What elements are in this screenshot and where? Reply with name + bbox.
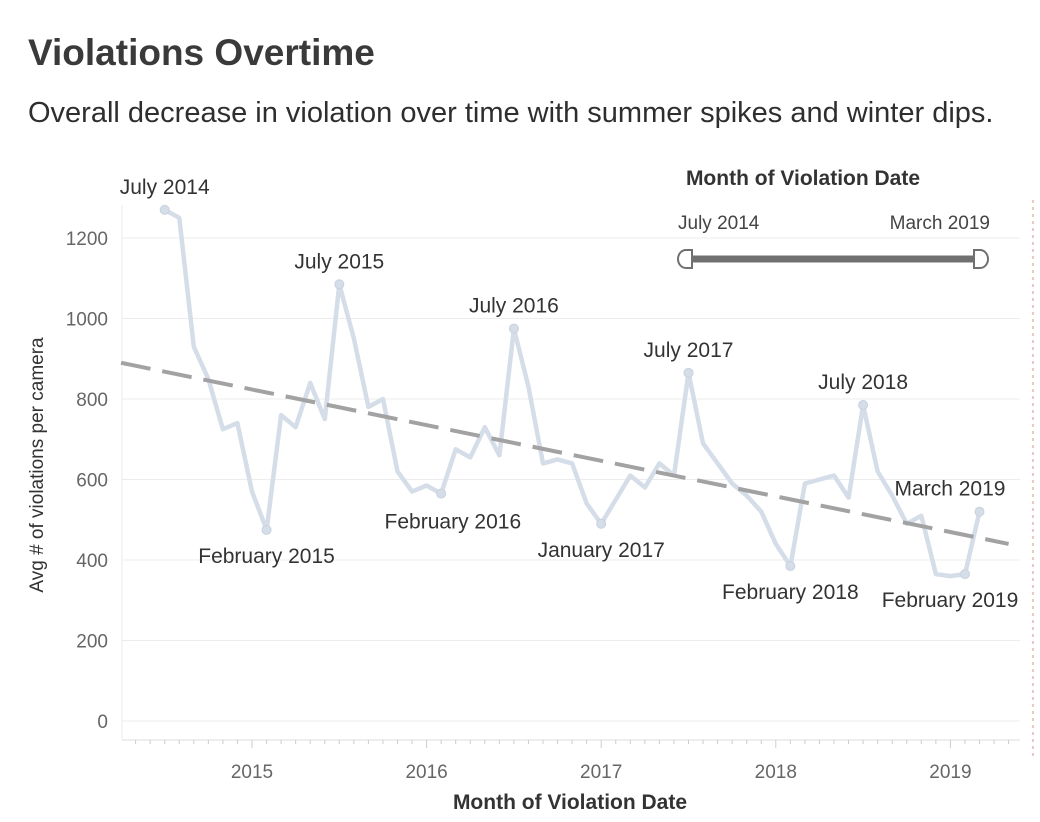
x-tick-label: 2016 bbox=[405, 762, 447, 783]
annotation-marker bbox=[858, 400, 869, 411]
annotation-marker bbox=[436, 488, 447, 499]
annotation-label: March 2019 bbox=[895, 478, 1006, 501]
annotation-marker bbox=[159, 204, 170, 215]
x-tick-label: 2018 bbox=[755, 762, 797, 783]
y-tick-label: 0 bbox=[97, 712, 108, 733]
annotation-label: July 2018 bbox=[818, 371, 908, 394]
annotation-marker bbox=[974, 506, 985, 517]
x-axis: 2015 2016 2017 2018 2019 bbox=[122, 739, 1020, 783]
y-tick-label: 600 bbox=[76, 471, 108, 492]
annotation-label: February 2015 bbox=[198, 545, 335, 568]
annotation-marker bbox=[261, 524, 272, 535]
annotation-marker bbox=[334, 279, 345, 290]
annotation-label: July 2015 bbox=[294, 250, 384, 273]
chart-subtitle: Overall decrease in violation over time … bbox=[28, 97, 994, 129]
y-axis-label: Avg # of violations per camera bbox=[27, 337, 48, 593]
annotation-label: February 2018 bbox=[722, 581, 859, 604]
annotation-label: July 2014 bbox=[120, 176, 210, 199]
annotation-marker bbox=[596, 518, 607, 529]
filter-end-label: March 2019 bbox=[890, 213, 990, 234]
y-tick-label: 1000 bbox=[66, 310, 108, 331]
annotation-label: July 2017 bbox=[644, 339, 734, 362]
y-tick-label: 800 bbox=[76, 390, 108, 411]
annotation-label: February 2016 bbox=[385, 511, 522, 534]
x-axis-label: Month of Violation Date bbox=[453, 791, 687, 814]
series-line bbox=[162, 207, 982, 579]
date-range-filter: Month of Violation Date July 2014 March … bbox=[677, 167, 990, 269]
y-tick-label: 200 bbox=[76, 632, 108, 653]
trend-line bbox=[120, 360, 1009, 546]
slider-end-handle[interactable] bbox=[973, 249, 989, 269]
x-tick-label: 2015 bbox=[231, 762, 273, 783]
y-axis: 0 200 400 600 800 1000 1200 bbox=[66, 205, 123, 740]
annotation-marker bbox=[785, 561, 796, 572]
y-tick-label: 1200 bbox=[66, 229, 108, 250]
annotation-marker bbox=[959, 569, 970, 580]
annotations-group: July 2014 July 2015 July 2016 July 2017 July… bbox=[120, 176, 1019, 612]
x-tick-label: 2017 bbox=[580, 762, 622, 783]
annotation-label: February 2019 bbox=[882, 589, 1019, 612]
annotation-marker bbox=[683, 367, 694, 378]
filter-title: Month of Violation Date bbox=[686, 167, 920, 190]
trend-group bbox=[120, 360, 1009, 546]
y-tick-label: 400 bbox=[76, 551, 108, 572]
panel-edge bbox=[1032, 200, 1034, 760]
chart-title: Violations Overtime bbox=[28, 32, 375, 73]
filter-start-label: July 2014 bbox=[678, 213, 760, 234]
annotation-marker bbox=[508, 323, 519, 334]
grid-lines bbox=[122, 237, 1020, 722]
annotation-label: January 2017 bbox=[538, 539, 665, 562]
annotation-label: July 2016 bbox=[469, 295, 559, 318]
slider-start-handle[interactable] bbox=[677, 249, 693, 269]
x-tick-label: 2019 bbox=[929, 762, 971, 783]
series-group bbox=[162, 207, 982, 579]
